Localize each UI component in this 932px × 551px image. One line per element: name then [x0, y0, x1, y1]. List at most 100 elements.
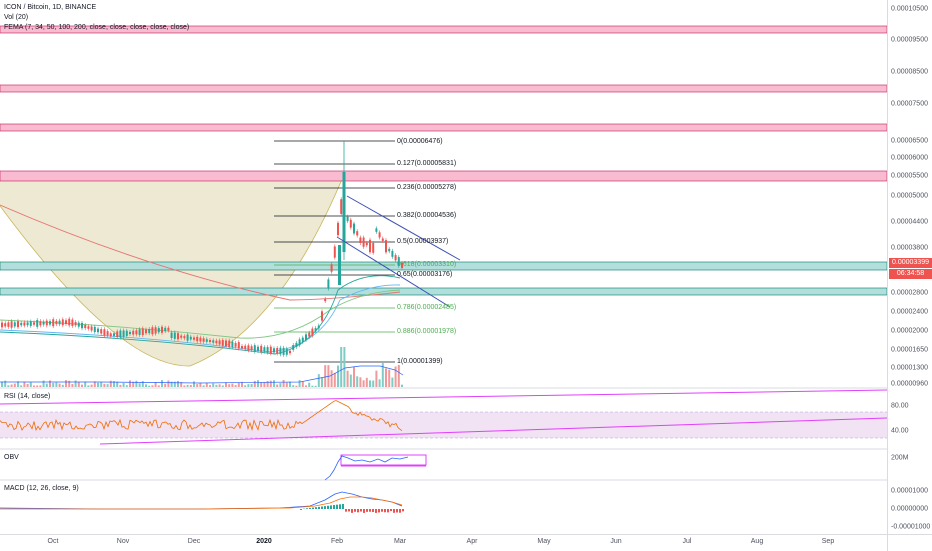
- candle-body: [311, 329, 313, 336]
- candle-body: [81, 323, 83, 328]
- volume-bar: [318, 374, 320, 387]
- volume-ma: [0, 366, 403, 383]
- macd-bar: [399, 509, 401, 513]
- candle-body: [91, 326, 93, 330]
- ema-legend[interactable]: FEMA (7, 34, 50, 100, 200, close, close,…: [4, 23, 189, 32]
- fib-label: 1(0.00001399): [397, 358, 443, 366]
- volume-bar: [49, 380, 51, 387]
- time-axis[interactable]: Oct Nov Dec 2020 Feb Mar Apr May Jun Jul…: [0, 534, 887, 551]
- volume-bar: [388, 370, 390, 387]
- candle-body: [30, 321, 32, 325]
- candle-body: [241, 346, 243, 348]
- candle-body: [110, 333, 112, 336]
- candle-body: [382, 238, 384, 240]
- macd-bar: [378, 509, 380, 512]
- candle-body: [11, 321, 13, 327]
- volume-bar: [283, 380, 285, 387]
- candle-body: [315, 328, 317, 331]
- resistance-zone: [0, 124, 887, 131]
- macd-bar: [354, 509, 356, 512]
- volume-bar: [23, 382, 25, 387]
- candle-body: [385, 240, 387, 252]
- candle-body: [187, 335, 189, 341]
- volume-bar: [91, 385, 93, 387]
- candle-body: [203, 338, 205, 341]
- volume-bar: [212, 383, 214, 387]
- volume-bar: [340, 347, 342, 387]
- candle-body: [151, 327, 153, 334]
- macd-bar: [363, 509, 365, 513]
- candle-body: [279, 348, 281, 355]
- volume-bar: [343, 347, 345, 387]
- candle-body: [161, 327, 163, 333]
- volume-bar: [215, 385, 217, 387]
- time-label: Mar: [394, 538, 406, 545]
- candle-body: [321, 311, 323, 320]
- candle-body: [206, 339, 208, 342]
- candle-body: [180, 336, 182, 338]
- candle-body: [235, 343, 237, 347]
- volume-bar: [347, 371, 349, 387]
- time-label: Apr: [467, 538, 478, 545]
- volume-bar: [167, 380, 169, 387]
- volume-bar: [139, 383, 141, 387]
- candle-body: [337, 223, 339, 235]
- volume-bar: [27, 384, 29, 387]
- candle-body: [142, 328, 144, 335]
- price-label: 0.00001650: [891, 347, 928, 354]
- candle-body: [334, 246, 336, 257]
- volume-bar: [267, 381, 269, 387]
- fib-label: 0.127(0.00005831): [397, 160, 456, 168]
- chart-area[interactable]: ICON / Bitcoin, 1D, BINANCE Vol (20) FEM…: [0, 0, 887, 534]
- macd-legend[interactable]: MACD (12, 26, close, 9): [4, 484, 79, 493]
- candle-body: [356, 231, 358, 235]
- volume-bar: [52, 383, 54, 387]
- time-label: Aug: [751, 538, 763, 545]
- candle-body: [379, 232, 381, 237]
- candle-body: [369, 240, 371, 252]
- candle-body: [327, 279, 329, 288]
- obv-legend[interactable]: OBV: [4, 453, 19, 462]
- price-label: 0.00002000: [891, 328, 928, 335]
- time-label: Jun: [610, 538, 621, 545]
- candle-body: [39, 321, 41, 325]
- volume-bar: [1, 382, 3, 387]
- volume-bar: [276, 385, 278, 387]
- candle-body: [331, 264, 333, 271]
- obv-line: [325, 456, 408, 480]
- volume-bar: [87, 385, 89, 387]
- candle-body: [238, 342, 240, 348]
- candle-body: [353, 224, 355, 234]
- volume-bar: [395, 366, 397, 387]
- price-label: 0.00006500: [891, 138, 928, 145]
- candle-body: [164, 328, 166, 331]
- volume-legend[interactable]: Vol (20): [4, 13, 28, 22]
- volume-bar: [129, 380, 131, 387]
- candle-body: [84, 325, 86, 328]
- macd-bar: [393, 509, 395, 513]
- last-price-tag: 0.00003399: [889, 258, 932, 268]
- volume-bar: [353, 367, 355, 387]
- candle-body: [276, 348, 278, 354]
- symbol-title[interactable]: ICON / Bitcoin, 1D, BINANCE: [4, 3, 96, 12]
- fib-label: 0.65(0.00003176): [397, 271, 452, 279]
- candle-body: [372, 243, 374, 253]
- price-axis[interactable]: 0.00010500 0.00009500 0.00008500 0.00007…: [887, 0, 932, 534]
- rsi-legend[interactable]: RSI (14, close): [4, 392, 50, 401]
- candle-body: [395, 255, 397, 260]
- countdown-tag: 06:34:58: [889, 269, 932, 279]
- volume-bar: [30, 382, 32, 387]
- volume-bar: [308, 383, 310, 387]
- volume-bar: [228, 384, 230, 387]
- macd-axis-label: 0.00000000: [891, 506, 928, 513]
- macd-bar: [381, 509, 383, 512]
- volume-bar: [398, 365, 400, 387]
- volume-bar: [148, 386, 150, 387]
- candle-body: [251, 346, 253, 350]
- macd-bar: [327, 506, 329, 509]
- candle-body: [135, 330, 137, 334]
- volume-bar: [36, 385, 38, 387]
- volume-bar: [206, 383, 208, 387]
- macd-axis-label: 0.00001000: [891, 488, 928, 495]
- candle-body: [167, 328, 169, 331]
